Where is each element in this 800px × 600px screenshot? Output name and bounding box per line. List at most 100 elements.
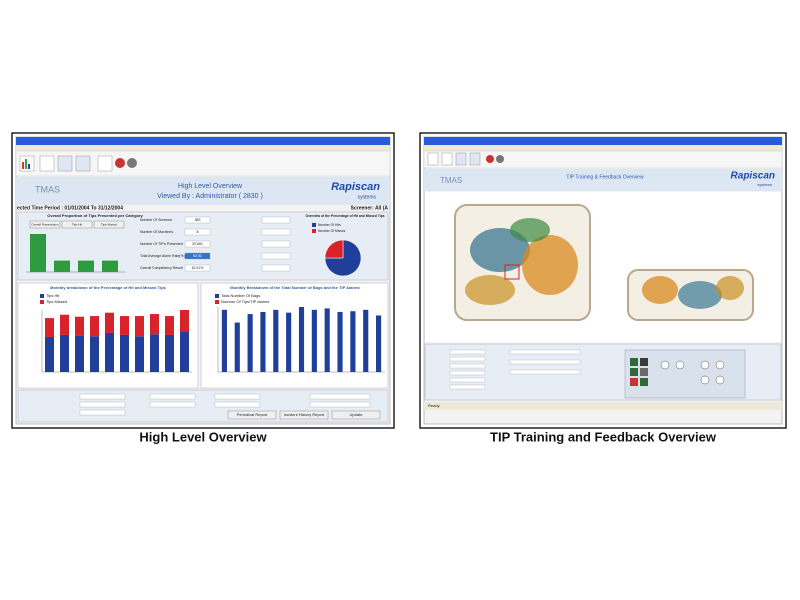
field-label: Number Of Machines bbox=[140, 230, 173, 234]
field-box bbox=[261, 228, 291, 236]
button-label: Tips Hit bbox=[72, 222, 82, 226]
bar bbox=[260, 311, 266, 372]
xray-bag-1 bbox=[454, 204, 591, 321]
button[interactable] bbox=[29, 220, 61, 229]
screener: Screener: All (A bbox=[351, 205, 389, 211]
button[interactable] bbox=[93, 220, 125, 229]
bar bbox=[298, 307, 305, 372]
bags-panel bbox=[200, 282, 389, 389]
bar-segment bbox=[105, 332, 114, 372]
bar bbox=[273, 309, 279, 372]
chart-title: Monthly breakdown of the Percentage of H… bbox=[50, 285, 166, 290]
toolbar-icons bbox=[427, 152, 504, 166]
legend-label: Number Of Misses bbox=[318, 229, 346, 233]
bar bbox=[78, 260, 94, 272]
field-value: 20,661 bbox=[192, 242, 203, 246]
bar-segment bbox=[135, 316, 144, 337]
brand-sub: systems bbox=[757, 182, 772, 187]
xray-bag-2 bbox=[627, 269, 754, 321]
legend-label: Tips Missed bbox=[46, 299, 67, 304]
bar-segment bbox=[180, 331, 189, 372]
bar bbox=[337, 311, 343, 372]
field-box bbox=[184, 216, 211, 224]
button-label: Update bbox=[350, 412, 364, 417]
bar bbox=[234, 322, 240, 372]
pie-slice bbox=[324, 239, 344, 259]
bar bbox=[350, 311, 356, 372]
field-box bbox=[184, 240, 211, 248]
menu-bar bbox=[424, 145, 782, 151]
header-band bbox=[424, 169, 782, 191]
header-title: TIP Training & Feedback Overview bbox=[566, 174, 644, 180]
field-label: Number Of Screener bbox=[140, 218, 173, 222]
bar bbox=[54, 260, 70, 272]
bar-segment bbox=[105, 312, 114, 333]
button-label: Incident History Report bbox=[284, 412, 326, 417]
bar-segment bbox=[75, 316, 84, 336]
field-value: 383 bbox=[195, 218, 201, 222]
chart-title: Overall Proportion of Tips Presented per… bbox=[47, 213, 143, 218]
legend-swatch bbox=[312, 229, 316, 233]
field-label: Number Of TIP's Presented bbox=[140, 242, 183, 246]
status-text: Ready bbox=[428, 403, 440, 408]
field-box bbox=[184, 252, 211, 260]
button[interactable] bbox=[61, 220, 93, 229]
time-period: ected Time Period : 01/01/2004 To 31/12/… bbox=[17, 205, 123, 211]
bar-segment bbox=[120, 334, 129, 372]
legend-swatch bbox=[215, 294, 219, 298]
legend-label: Tips Hit bbox=[46, 293, 60, 298]
bar-segment bbox=[60, 314, 69, 335]
status-bar bbox=[424, 402, 782, 410]
field-label: Total Average Alarm Rate(%) bbox=[140, 254, 185, 258]
legend-label: Total Number Of Bags bbox=[221, 293, 260, 298]
bar-segment bbox=[45, 318, 54, 337]
bar-segment bbox=[90, 336, 99, 372]
toolbar-icons bbox=[19, 155, 137, 172]
title-bar bbox=[16, 137, 390, 145]
button[interactable] bbox=[227, 410, 277, 420]
bar-segment bbox=[180, 310, 189, 332]
bar-segment bbox=[165, 334, 174, 372]
field-box bbox=[261, 264, 291, 272]
field-box bbox=[261, 252, 291, 260]
button-label: Tips Missed bbox=[101, 222, 117, 226]
bar-segment bbox=[135, 336, 144, 372]
bar-segment bbox=[165, 316, 174, 335]
header-title: High Level Overview bbox=[178, 183, 243, 190]
brand: Rapiscan bbox=[331, 181, 380, 193]
title-bar bbox=[424, 137, 782, 145]
menu-bar bbox=[16, 145, 390, 151]
bar bbox=[102, 260, 118, 272]
detail-fields bbox=[449, 349, 746, 399]
button[interactable] bbox=[279, 410, 329, 420]
brand-sub: systems bbox=[358, 194, 377, 200]
field-box bbox=[261, 240, 291, 248]
field-value: 52.91 bbox=[193, 254, 202, 258]
bar bbox=[247, 314, 253, 372]
field-box bbox=[184, 264, 211, 272]
button[interactable] bbox=[331, 410, 381, 420]
bar bbox=[311, 309, 317, 372]
bar-segment bbox=[150, 314, 159, 335]
legend-swatch bbox=[40, 300, 44, 304]
field-label: Overall Competency Result bbox=[140, 266, 183, 270]
caption: TIP Training and Feedback Overview bbox=[490, 429, 717, 444]
bar-segment bbox=[45, 336, 54, 372]
header-band bbox=[16, 177, 390, 205]
legend-label: Number Of Tips/TIP alarms bbox=[221, 299, 269, 304]
brand: Rapiscan bbox=[731, 171, 775, 182]
legend-label: Number Of Hits bbox=[318, 223, 341, 227]
bar-segment bbox=[60, 334, 69, 372]
field-box bbox=[184, 228, 211, 236]
logo: TMAS bbox=[440, 176, 462, 185]
button-label: Overall Presentation bbox=[31, 222, 59, 226]
bar-segment bbox=[120, 316, 129, 335]
legend-swatch bbox=[312, 223, 316, 227]
bar bbox=[221, 309, 227, 372]
left-content: Overall Proportion of Tips Presented per… bbox=[26, 213, 385, 420]
caption: High Level Overview bbox=[139, 429, 267, 444]
bar bbox=[363, 309, 369, 372]
button-label: Periodical Report bbox=[237, 412, 269, 417]
field-value: 52.91% bbox=[192, 266, 204, 270]
